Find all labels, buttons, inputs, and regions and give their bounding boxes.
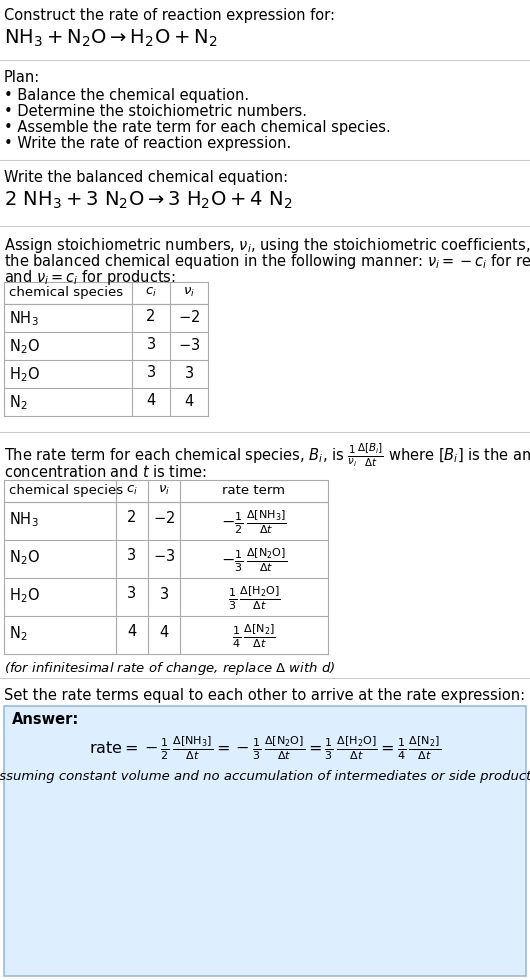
Text: Construct the rate of reaction expression for:: Construct the rate of reaction expressio… [4, 8, 335, 23]
Text: (for infinitesimal rate of change, replace $\Delta$ with $d$): (for infinitesimal rate of change, repla… [4, 660, 335, 677]
Text: • Assemble the rate term for each chemical species.: • Assemble the rate term for each chemic… [4, 120, 391, 135]
Text: $\nu_i$: $\nu_i$ [183, 286, 195, 299]
Text: $-2$: $-2$ [178, 309, 200, 325]
Text: $\mathrm{H_2O}$: $\mathrm{H_2O}$ [9, 365, 40, 384]
Text: $\mathrm{H_2O}$: $\mathrm{H_2O}$ [9, 586, 40, 605]
Text: $\mathrm{N_2O}$: $\mathrm{N_2O}$ [9, 548, 40, 566]
Text: and $\nu_i = c_i$ for products:: and $\nu_i = c_i$ for products: [4, 268, 176, 287]
Text: $\mathrm{rate} = -\frac{1}{2}\,\frac{\Delta[\mathrm{NH_3}]}{\Delta t} = -\frac{1: $\mathrm{rate} = -\frac{1}{2}\,\frac{\De… [89, 734, 441, 761]
Text: concentration and $t$ is time:: concentration and $t$ is time: [4, 464, 207, 480]
Text: • Write the rate of reaction expression.: • Write the rate of reaction expression. [4, 136, 292, 151]
Text: $2\ \mathregular{NH_3} + 3\ \mathregular{N_2O} \rightarrow 3\ \mathregular{H_2O}: $2\ \mathregular{NH_3} + 3\ \mathregular… [4, 190, 292, 212]
Text: $3$: $3$ [184, 365, 194, 381]
Text: $\mathregular{NH_3} + \mathregular{N_2O} \rightarrow \mathregular{H_2O} + \mathr: $\mathregular{NH_3} + \mathregular{N_2O}… [4, 28, 217, 49]
Text: chemical species: chemical species [9, 484, 123, 497]
FancyBboxPatch shape [4, 706, 526, 976]
Text: Write the balanced chemical equation:: Write the balanced chemical equation: [4, 170, 288, 185]
Text: 3: 3 [127, 548, 137, 563]
Text: $\frac{1}{3}\,\frac{\Delta[\mathrm{H_2O}]}{\Delta t}$: $\frac{1}{3}\,\frac{\Delta[\mathrm{H_2O}… [227, 584, 280, 612]
Text: $\mathrm{NH_3}$: $\mathrm{NH_3}$ [9, 309, 39, 327]
Text: $-\frac{1}{3}\,\frac{\Delta[\mathrm{N_2O}]}{\Delta t}$: $-\frac{1}{3}\,\frac{\Delta[\mathrm{N_2O… [221, 546, 287, 574]
Text: 2: 2 [146, 309, 156, 324]
Text: chemical species: chemical species [9, 286, 123, 299]
Text: 3: 3 [127, 586, 137, 601]
Text: 3: 3 [146, 365, 156, 380]
Text: • Determine the stoichiometric numbers.: • Determine the stoichiometric numbers. [4, 104, 307, 119]
Text: $-3$: $-3$ [178, 337, 200, 353]
Text: • Balance the chemical equation.: • Balance the chemical equation. [4, 88, 249, 103]
Text: $-2$: $-2$ [153, 510, 175, 526]
Text: $4$: $4$ [159, 624, 169, 640]
Text: The rate term for each chemical species, $B_i$, is $\frac{1}{\nu_i}\frac{\Delta[: The rate term for each chemical species,… [4, 442, 530, 469]
Text: $\mathrm{N_2}$: $\mathrm{N_2}$ [9, 624, 28, 643]
Text: 2: 2 [127, 510, 137, 525]
Text: 4: 4 [146, 393, 156, 408]
Text: 3: 3 [146, 337, 156, 352]
Text: $3$: $3$ [159, 586, 169, 602]
Text: the balanced chemical equation in the following manner: $\nu_i = -c_i$ for react: the balanced chemical equation in the fo… [4, 252, 530, 271]
Text: rate term: rate term [223, 484, 286, 497]
Text: (assuming constant volume and no accumulation of intermediates or side products): (assuming constant volume and no accumul… [0, 770, 530, 783]
Text: $c_i$: $c_i$ [126, 484, 138, 497]
Text: $\mathrm{NH_3}$: $\mathrm{NH_3}$ [9, 510, 39, 528]
Text: Set the rate terms equal to each other to arrive at the rate expression:: Set the rate terms equal to each other t… [4, 688, 525, 703]
Text: Plan:: Plan: [4, 70, 40, 85]
Text: $c_i$: $c_i$ [145, 286, 157, 299]
Text: $\mathrm{N_2O}$: $\mathrm{N_2O}$ [9, 337, 40, 356]
Text: $-3$: $-3$ [153, 548, 175, 564]
Text: $\nu_i$: $\nu_i$ [158, 484, 170, 497]
Text: $-\frac{1}{2}\,\frac{\Delta[\mathrm{NH_3}]}{\Delta t}$: $-\frac{1}{2}\,\frac{\Delta[\mathrm{NH_3… [221, 508, 287, 536]
Text: $\frac{1}{4}\,\frac{\Delta[\mathrm{N_2}]}{\Delta t}$: $\frac{1}{4}\,\frac{\Delta[\mathrm{N_2}]… [232, 622, 276, 650]
Text: Assign stoichiometric numbers, $\nu_i$, using the stoichiometric coefficients, $: Assign stoichiometric numbers, $\nu_i$, … [4, 236, 530, 255]
Text: 4: 4 [127, 624, 137, 639]
Text: Answer:: Answer: [12, 712, 80, 727]
Text: $\mathrm{N_2}$: $\mathrm{N_2}$ [9, 393, 28, 412]
Text: $4$: $4$ [184, 393, 194, 409]
